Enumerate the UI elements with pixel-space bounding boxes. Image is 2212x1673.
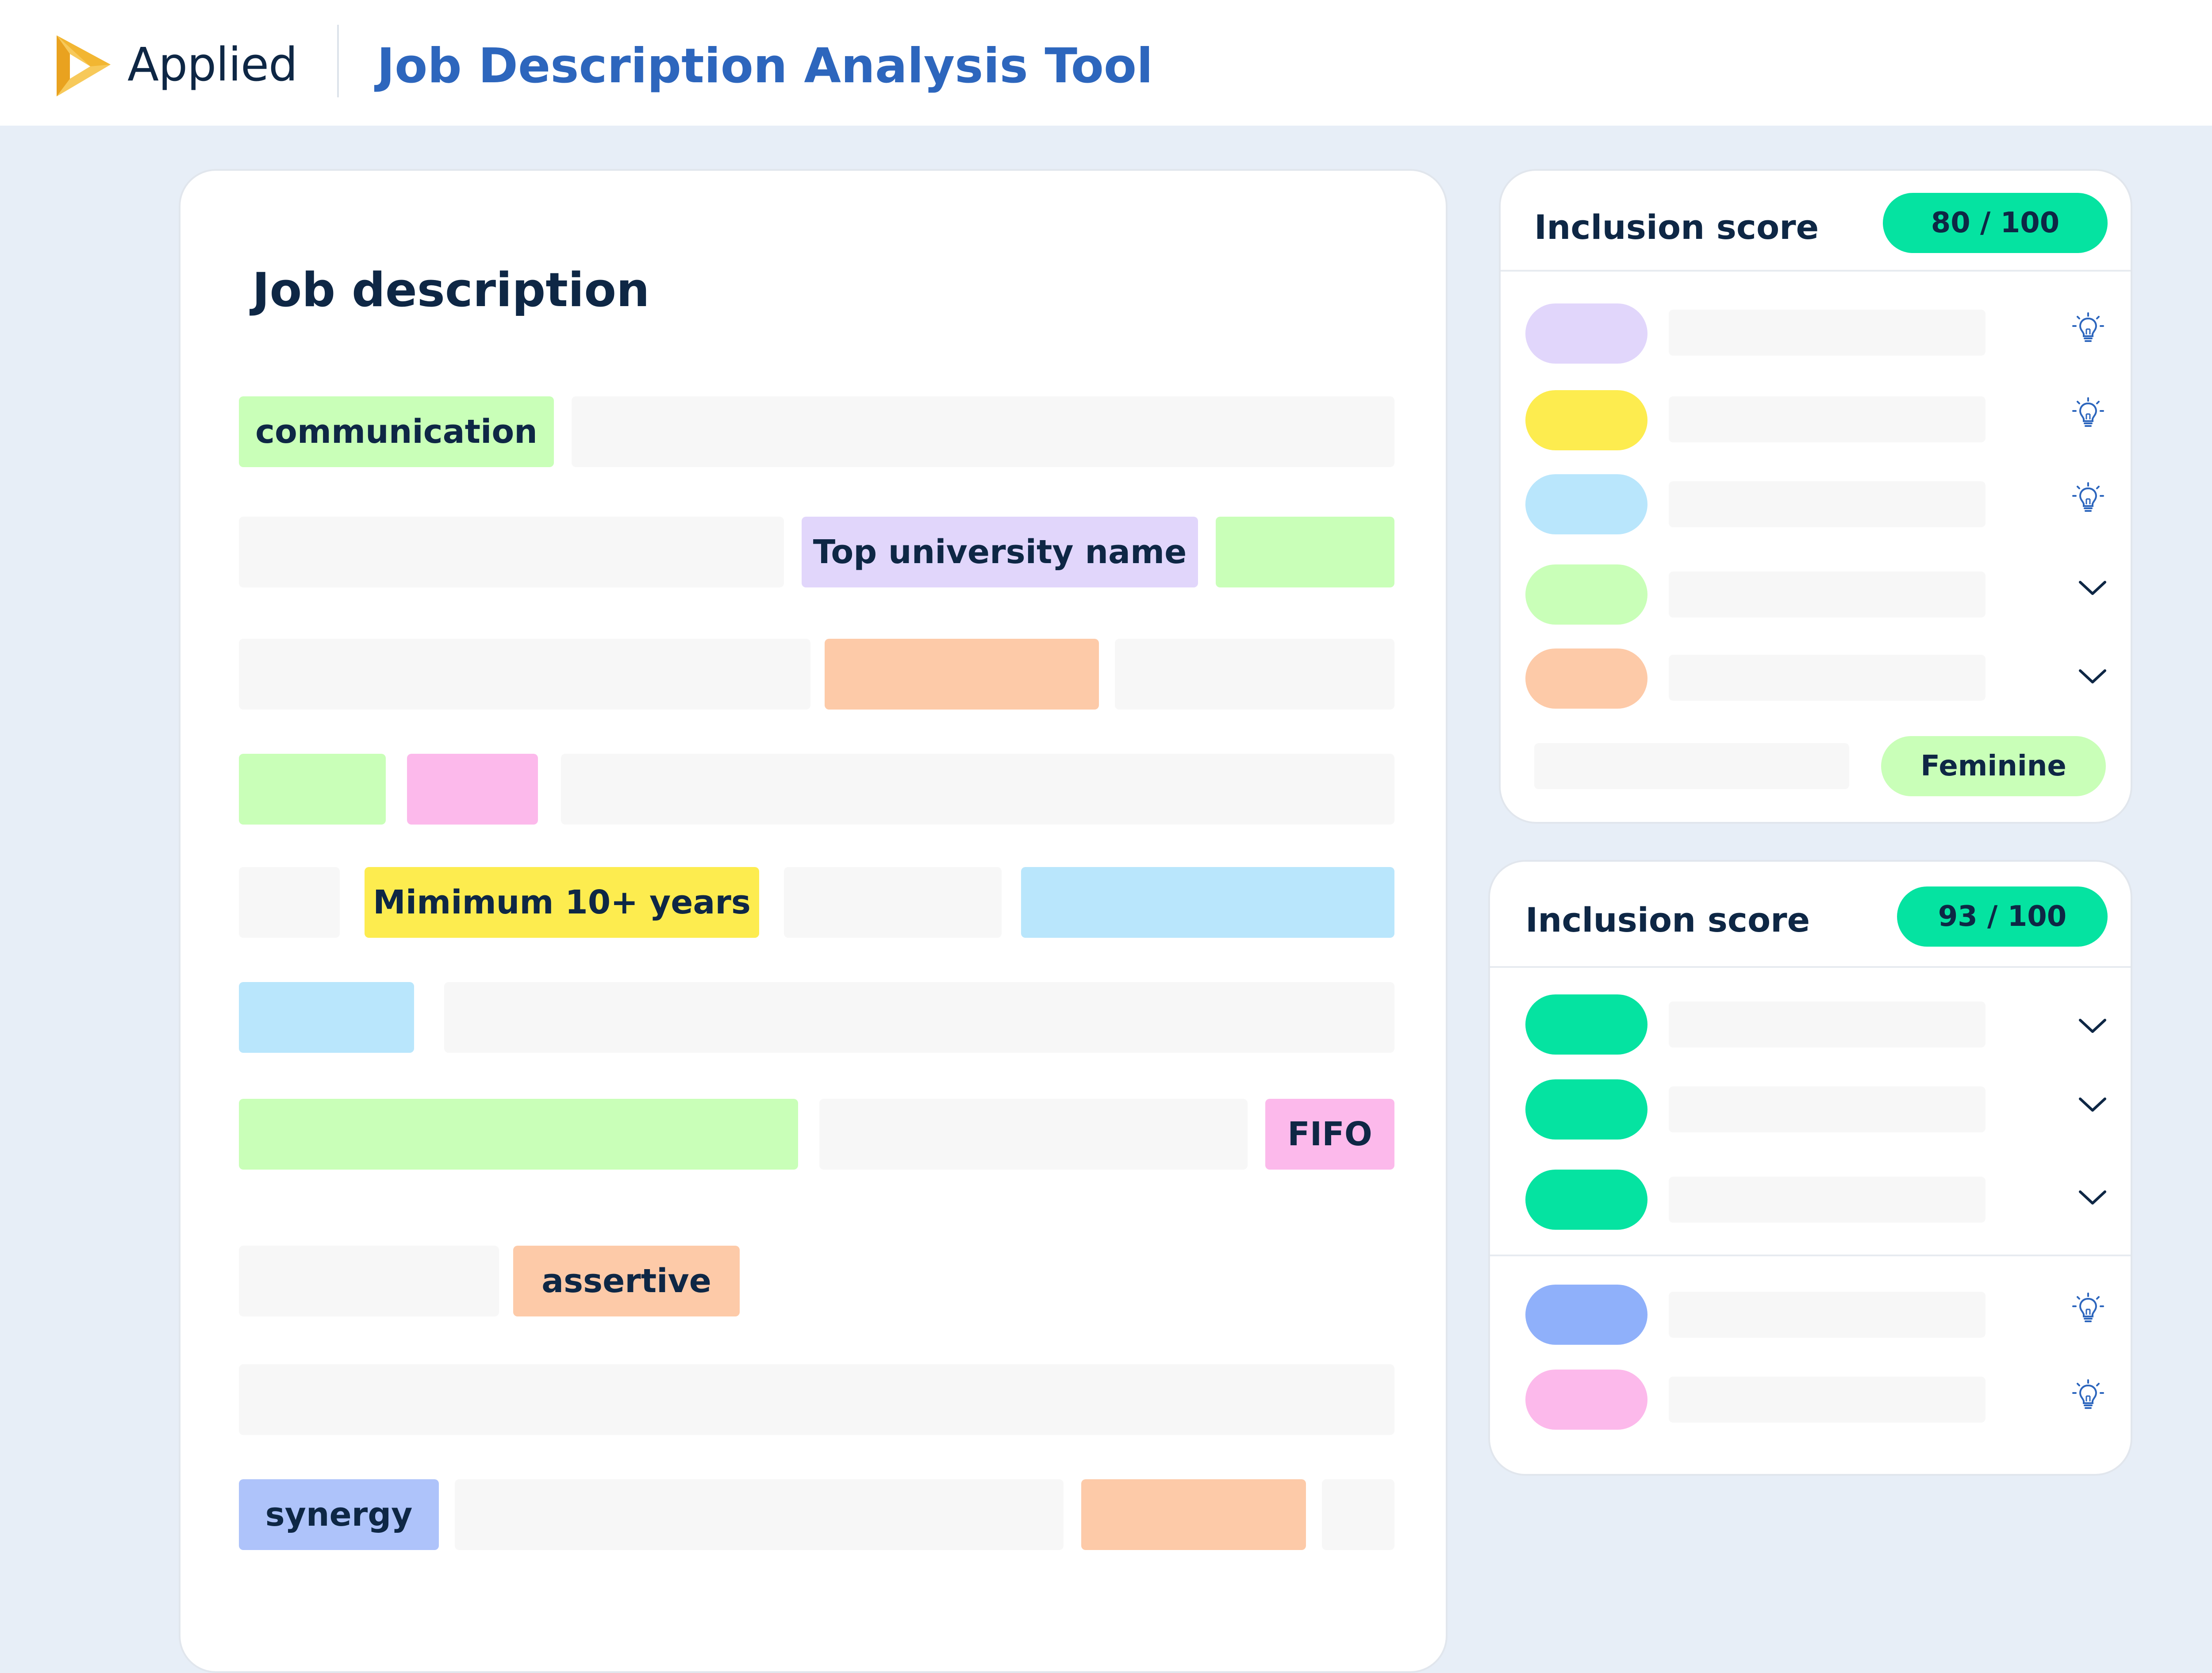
line-placeholder — [1669, 310, 1985, 356]
chevron-down-icon[interactable] — [2074, 1179, 2111, 1216]
text-line-placeholder — [455, 1479, 1064, 1550]
header-divider — [337, 25, 339, 97]
chevron-down-icon[interactable] — [2074, 1008, 2111, 1045]
lightbulb-icon[interactable] — [2070, 311, 2107, 349]
highlight-orange[interactable] — [1081, 1479, 1306, 1550]
chevron-down-icon[interactable] — [2074, 1086, 2111, 1124]
highlight-pink[interactable] — [407, 754, 538, 825]
category-pill — [1525, 648, 1647, 709]
category-pill — [1525, 994, 1647, 1055]
text-line-placeholder — [444, 982, 1394, 1053]
app-title: Job Description Analysis Tool — [377, 38, 1153, 94]
line-placeholder — [1669, 1001, 1985, 1048]
highlight-communication[interactable]: communication — [239, 396, 554, 467]
category-pill — [1525, 1370, 1647, 1430]
highlight-fifo[interactable]: FIFO — [1265, 1099, 1394, 1170]
applied-play-logo-icon[interactable] — [52, 33, 114, 99]
text-line-placeholder — [239, 1364, 1394, 1435]
text-line-placeholder — [239, 867, 340, 938]
highlight-synergy[interactable]: synergy — [239, 1479, 439, 1550]
line-placeholder — [1669, 1177, 1985, 1223]
text-line-placeholder — [819, 1099, 1248, 1170]
category-pill — [1525, 1285, 1647, 1345]
category-pill — [1525, 564, 1647, 625]
highlight-green[interactable] — [1216, 517, 1394, 587]
text-line-placeholder — [561, 754, 1394, 825]
category-pill — [1525, 303, 1647, 364]
category-pill — [1525, 390, 1647, 450]
chevron-down-icon[interactable] — [2074, 658, 2111, 695]
lightbulb-icon[interactable] — [2070, 1292, 2107, 1329]
inclusion-score-heading: Inclusion score — [1534, 207, 1819, 247]
text-line-placeholder — [239, 1246, 499, 1316]
inclusion-score-badge: 93 / 100 — [1897, 886, 2108, 947]
card-divider — [1490, 966, 2131, 968]
text-line-placeholder — [1115, 639, 1394, 710]
text-line-placeholder — [239, 639, 810, 710]
text-line-placeholder — [239, 517, 784, 587]
line-placeholder — [1669, 1292, 1985, 1338]
line-placeholder — [1534, 743, 1849, 789]
line-placeholder — [1669, 396, 1985, 442]
text-line-placeholder — [1322, 1479, 1394, 1550]
inclusion-score-heading: Inclusion score — [1525, 900, 1810, 940]
brand-name: Applied — [127, 38, 298, 92]
line-placeholder — [1669, 572, 1985, 618]
highlight-green[interactable] — [239, 754, 386, 825]
tone-badge: Feminine — [1881, 736, 2106, 796]
highlight-green[interactable] — [239, 1099, 798, 1170]
highlight-blue[interactable] — [1021, 867, 1394, 938]
highlight-min-years[interactable]: Mimimum 10+ years — [365, 867, 759, 938]
line-placeholder — [1669, 655, 1985, 701]
inclusion-score-badge: 80 / 100 — [1883, 193, 2108, 253]
category-pill — [1525, 1170, 1647, 1230]
card-divider — [1501, 270, 2131, 272]
lightbulb-icon[interactable] — [2070, 1378, 2107, 1416]
text-line-placeholder — [784, 867, 1002, 938]
line-placeholder — [1669, 481, 1985, 527]
highlight-blue[interactable] — [239, 982, 414, 1053]
card-divider — [1490, 1255, 2131, 1256]
line-placeholder — [1669, 1086, 1985, 1132]
line-placeholder — [1669, 1377, 1985, 1423]
highlight-top-university[interactable]: Top university name — [802, 517, 1198, 587]
category-pill — [1525, 1079, 1647, 1140]
highlight-assertive[interactable]: assertive — [513, 1246, 740, 1316]
text-line-placeholder — [572, 396, 1394, 467]
lightbulb-icon[interactable] — [2070, 481, 2107, 518]
job-description-heading: Job description — [252, 263, 650, 317]
lightbulb-icon[interactable] — [2070, 396, 2107, 434]
top-bar: Applied Job Description Analysis Tool — [0, 0, 2212, 126]
category-pill — [1525, 474, 1647, 534]
chevron-down-icon[interactable] — [2074, 570, 2111, 607]
highlight-orange[interactable] — [825, 639, 1099, 710]
